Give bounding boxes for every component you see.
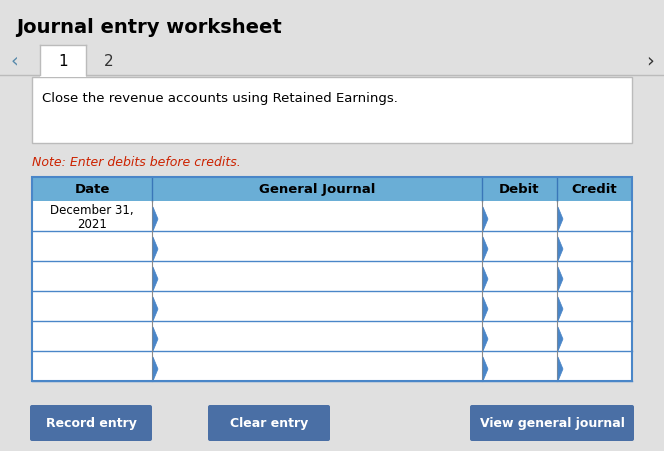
Text: 1: 1: [58, 53, 68, 69]
Polygon shape: [483, 238, 488, 262]
Polygon shape: [153, 297, 158, 321]
Polygon shape: [483, 357, 488, 381]
FancyBboxPatch shape: [30, 405, 152, 441]
Polygon shape: [558, 207, 563, 231]
FancyBboxPatch shape: [208, 405, 330, 441]
Text: Credit: Credit: [572, 183, 618, 196]
FancyBboxPatch shape: [470, 405, 634, 441]
Polygon shape: [153, 207, 158, 231]
Text: Note: Enter debits before credits.: Note: Enter debits before credits.: [32, 156, 241, 169]
Polygon shape: [483, 327, 488, 351]
Text: Debit: Debit: [499, 183, 540, 196]
Text: General Journal: General Journal: [259, 183, 375, 196]
Polygon shape: [153, 327, 158, 351]
Polygon shape: [483, 267, 488, 291]
Text: Date: Date: [74, 183, 110, 196]
Polygon shape: [153, 357, 158, 381]
Text: View general journal: View general journal: [479, 417, 624, 429]
Polygon shape: [153, 238, 158, 262]
Text: 2021: 2021: [77, 218, 107, 231]
Polygon shape: [558, 238, 563, 262]
Text: Clear entry: Clear entry: [230, 417, 308, 429]
FancyBboxPatch shape: [40, 46, 86, 78]
Text: Close the revenue accounts using Retained Earnings.: Close the revenue accounts using Retaine…: [42, 92, 398, 105]
Text: 2: 2: [104, 53, 114, 69]
Polygon shape: [558, 267, 563, 291]
Polygon shape: [558, 357, 563, 381]
Polygon shape: [153, 267, 158, 291]
Polygon shape: [558, 297, 563, 321]
Text: Record entry: Record entry: [46, 417, 136, 429]
Text: Journal entry worksheet: Journal entry worksheet: [16, 18, 282, 37]
Text: December 31,: December 31,: [50, 204, 134, 217]
Polygon shape: [483, 207, 488, 231]
FancyBboxPatch shape: [32, 78, 632, 144]
FancyBboxPatch shape: [32, 178, 632, 202]
Text: ‹: ‹: [10, 51, 18, 70]
Polygon shape: [483, 297, 488, 321]
FancyBboxPatch shape: [32, 178, 632, 381]
Polygon shape: [558, 327, 563, 351]
Text: ›: ›: [646, 51, 654, 70]
